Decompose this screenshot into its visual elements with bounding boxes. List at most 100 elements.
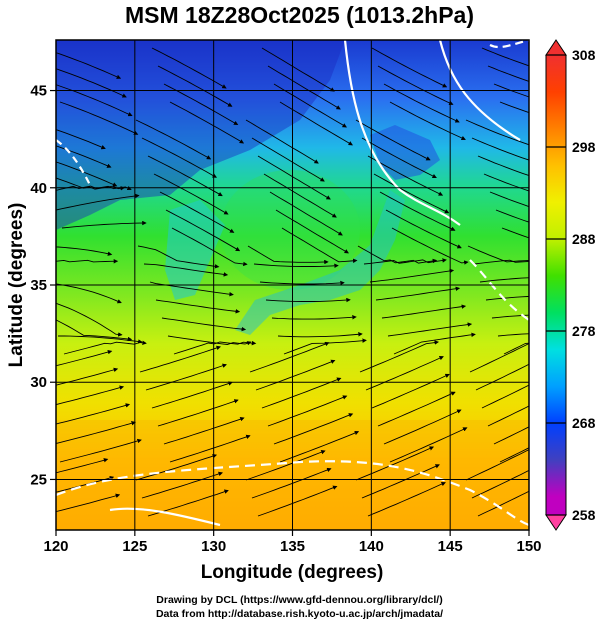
streamline bbox=[56, 52, 122, 79]
x-tick-label: 130 bbox=[201, 538, 226, 555]
streamline bbox=[259, 280, 345, 286]
streamline bbox=[485, 295, 529, 301]
credit-line-2: Data from http://database.rish.kyoto-u.a… bbox=[155, 608, 444, 620]
isolines bbox=[56, 40, 529, 527]
streamline bbox=[487, 405, 529, 427]
streamline bbox=[491, 314, 529, 319]
y-tick-label: 45 bbox=[30, 83, 47, 100]
streamline bbox=[56, 458, 109, 474]
streamline bbox=[381, 304, 467, 319]
streamline bbox=[171, 227, 248, 267]
streamline bbox=[503, 342, 529, 355]
streamline bbox=[257, 485, 338, 517]
streamline bbox=[261, 377, 342, 409]
streamline bbox=[58, 335, 143, 344]
streamline bbox=[257, 155, 331, 200]
streamline bbox=[63, 340, 147, 355]
streamline bbox=[247, 245, 329, 265]
streamline bbox=[385, 209, 462, 249]
grid-lines bbox=[56, 40, 529, 530]
streamline bbox=[249, 341, 330, 373]
streamline bbox=[479, 277, 529, 283]
streamline bbox=[267, 65, 341, 110]
y-tick-label: 25 bbox=[30, 471, 47, 488]
colorbar-tick-label: 308 bbox=[572, 47, 596, 63]
streamline bbox=[56, 421, 136, 444]
streamline bbox=[377, 391, 456, 427]
streamline bbox=[155, 299, 241, 314]
streamline bbox=[157, 65, 233, 107]
streamline bbox=[495, 209, 529, 223]
x-tick-label: 125 bbox=[122, 538, 147, 555]
streamline bbox=[489, 191, 529, 208]
streamline bbox=[135, 454, 218, 481]
streamline bbox=[56, 302, 123, 337]
streamline bbox=[151, 381, 233, 409]
streamline bbox=[355, 446, 435, 481]
streamline bbox=[369, 268, 455, 283]
streamline bbox=[137, 245, 220, 269]
streamlines bbox=[56, 47, 529, 517]
streamline bbox=[139, 345, 221, 373]
y-tick-label: 30 bbox=[30, 374, 47, 391]
streamline bbox=[269, 191, 343, 236]
streamline bbox=[365, 356, 444, 391]
x-axis: 120 125 130 135 140 145 150 bbox=[43, 530, 542, 555]
streamline bbox=[373, 173, 450, 214]
colorbar-tick-label: 288 bbox=[572, 231, 596, 247]
colorbar-bottom-extend bbox=[545, 514, 567, 531]
streamline bbox=[361, 137, 437, 179]
streamline bbox=[135, 119, 212, 160]
streamline bbox=[165, 209, 241, 252]
streamline bbox=[145, 363, 227, 391]
streamline bbox=[469, 342, 529, 373]
y-tick-label: 35 bbox=[30, 277, 47, 294]
streamline bbox=[371, 47, 448, 88]
streamline bbox=[141, 471, 223, 499]
streamline bbox=[493, 426, 529, 445]
streamline bbox=[56, 349, 113, 367]
streamline bbox=[251, 467, 332, 499]
streamline bbox=[161, 317, 247, 332]
streamline bbox=[389, 101, 466, 141]
streamline bbox=[251, 137, 325, 182]
chart-title: MSM 18Z28Oct2025 (1013.2hPa) bbox=[124, 2, 474, 28]
streamline bbox=[481, 384, 529, 409]
x-axis-title: Longitude (degrees) bbox=[201, 562, 384, 583]
colorbar: 308 298 288 278 268 258 bbox=[545, 39, 596, 531]
streamline bbox=[465, 119, 529, 146]
streamline bbox=[501, 227, 529, 239]
streamline bbox=[375, 286, 461, 301]
streamline bbox=[59, 101, 139, 135]
x-tick-label: 120 bbox=[43, 538, 68, 555]
streamline bbox=[56, 475, 115, 493]
x-tick-label: 135 bbox=[280, 538, 305, 555]
colorbar-tick-label: 278 bbox=[572, 323, 596, 339]
x-tick-label: 145 bbox=[438, 538, 463, 555]
colorbar-body bbox=[545, 54, 567, 516]
streamline bbox=[493, 83, 529, 98]
streamline bbox=[56, 259, 119, 264]
streamline bbox=[253, 263, 339, 269]
streamline bbox=[363, 258, 447, 265]
streamline bbox=[163, 416, 245, 445]
streamline bbox=[153, 173, 229, 215]
streamline bbox=[61, 220, 147, 229]
streamline bbox=[471, 137, 529, 161]
colorbar-tick-label: 268 bbox=[572, 415, 596, 431]
y-tick-label: 40 bbox=[30, 180, 47, 197]
streamline bbox=[355, 119, 431, 161]
streamline bbox=[59, 438, 142, 463]
streamline bbox=[377, 65, 454, 105]
streamline bbox=[169, 101, 245, 144]
streamline bbox=[56, 145, 112, 168]
colorbar-tick-label: 258 bbox=[572, 507, 596, 523]
streamline bbox=[477, 490, 529, 517]
streamline bbox=[159, 191, 235, 233]
streamline bbox=[245, 450, 326, 481]
streamline bbox=[169, 434, 251, 463]
streamline bbox=[383, 409, 462, 445]
streamline bbox=[141, 137, 217, 178]
streamline bbox=[56, 493, 121, 513]
